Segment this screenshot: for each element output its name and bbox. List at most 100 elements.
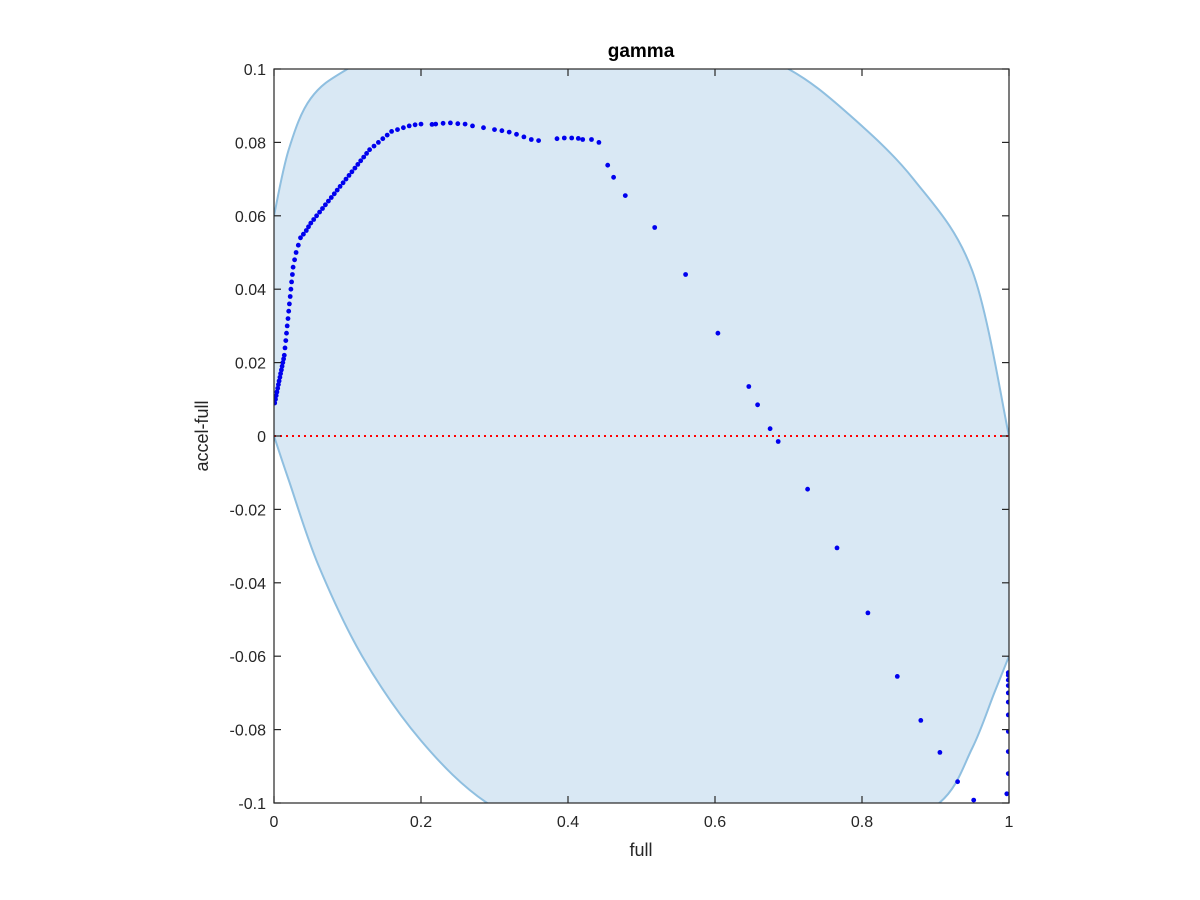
y-tick-label: 0.06 (235, 209, 266, 226)
scatter-points (274, 120, 1009, 803)
chart-title: gamma (608, 41, 675, 62)
region-upper-boundary (274, 69, 1009, 437)
data-point (340, 180, 346, 186)
data-point (301, 231, 306, 237)
data-point (275, 385, 281, 391)
y-axis: -0.1 -0.08 -0.06 -0.04 -0.02 0 0.02 0.04 0.06 0.0… (230, 62, 1009, 813)
y-tick-label: -0.08 (230, 723, 267, 740)
data-point (506, 129, 512, 135)
data-point (279, 367, 284, 373)
data-point (514, 131, 519, 137)
data-point (589, 137, 594, 142)
data-point (349, 169, 355, 175)
y-tick-label: -0.02 (230, 502, 267, 519)
data-point (499, 128, 505, 134)
data-point (289, 279, 294, 285)
y-tick-label: 0.08 (235, 135, 266, 152)
data-point (536, 138, 541, 144)
data-point (1005, 677, 1009, 683)
x-tick-label: 0 (270, 814, 279, 831)
x-tick-label: 0.6 (704, 814, 726, 831)
y-tick-label: -0.06 (230, 649, 267, 666)
data-point (1005, 729, 1009, 734)
data-point (894, 674, 900, 679)
data-point (971, 797, 977, 803)
data-point (683, 272, 688, 277)
data-point (280, 360, 286, 365)
data-point (279, 363, 285, 369)
data-point (306, 224, 311, 230)
data-point (352, 165, 358, 171)
data-point (865, 610, 871, 616)
data-point (276, 378, 282, 384)
x-axis-label: full (629, 840, 652, 860)
data-point (303, 228, 309, 233)
data-point (834, 545, 840, 551)
data-point (1004, 791, 1009, 797)
data-point (492, 127, 497, 132)
data-point (334, 187, 340, 193)
region-lower-boundary (274, 435, 1009, 803)
data-point (429, 122, 435, 127)
data-point (412, 122, 418, 128)
data-point (440, 120, 446, 126)
data-point (448, 120, 453, 126)
data-point (276, 382, 281, 387)
data-point (281, 352, 287, 358)
data-point (1005, 683, 1009, 688)
data-point (937, 750, 943, 755)
x-tick-label: 0.4 (557, 814, 579, 831)
data-point (367, 147, 372, 153)
data-point (433, 121, 439, 127)
data-point (605, 162, 611, 168)
data-point (274, 389, 280, 395)
data-point (1005, 712, 1009, 718)
data-point (652, 225, 658, 230)
data-point (308, 220, 314, 226)
data-point (805, 486, 810, 492)
data-point (331, 191, 337, 197)
data-point (278, 371, 283, 376)
data-point (521, 134, 527, 140)
data-point (317, 209, 322, 215)
data-point (462, 121, 468, 127)
data-point (561, 135, 567, 141)
data-point (355, 162, 361, 167)
y-tick-label: 0.1 (244, 62, 266, 79)
x-axis: 0 0.2 0.4 0.6 0.8 1 (270, 69, 1014, 831)
data-point (1005, 699, 1009, 705)
data-point (311, 217, 317, 222)
data-point (285, 316, 291, 321)
y-tick-label: -0.04 (230, 576, 267, 593)
x-tick-label: 1 (1005, 814, 1014, 831)
data-point (314, 213, 319, 219)
data-point (284, 323, 290, 329)
data-point (580, 137, 586, 142)
data-point (287, 301, 292, 307)
data-point (287, 294, 293, 299)
data-point (622, 193, 628, 199)
data-point (384, 132, 390, 138)
data-point (455, 121, 461, 127)
data-point (401, 125, 406, 131)
data-point (470, 123, 475, 129)
data-point (284, 330, 289, 336)
data-point (293, 250, 299, 255)
data-point (406, 123, 412, 129)
data-point (283, 338, 289, 343)
data-point (395, 127, 400, 132)
data-point (343, 176, 349, 182)
data-point (376, 140, 381, 145)
data-point (418, 121, 424, 127)
y-tick-label: -0.1 (238, 796, 266, 813)
data-point (596, 140, 602, 145)
data-point (323, 202, 328, 208)
data-point (281, 356, 286, 362)
data-point (371, 143, 377, 149)
data-point (337, 184, 343, 189)
y-tick-label: 0.04 (235, 282, 266, 299)
data-point (364, 151, 369, 156)
data-point (755, 402, 760, 408)
data-point (298, 235, 303, 241)
